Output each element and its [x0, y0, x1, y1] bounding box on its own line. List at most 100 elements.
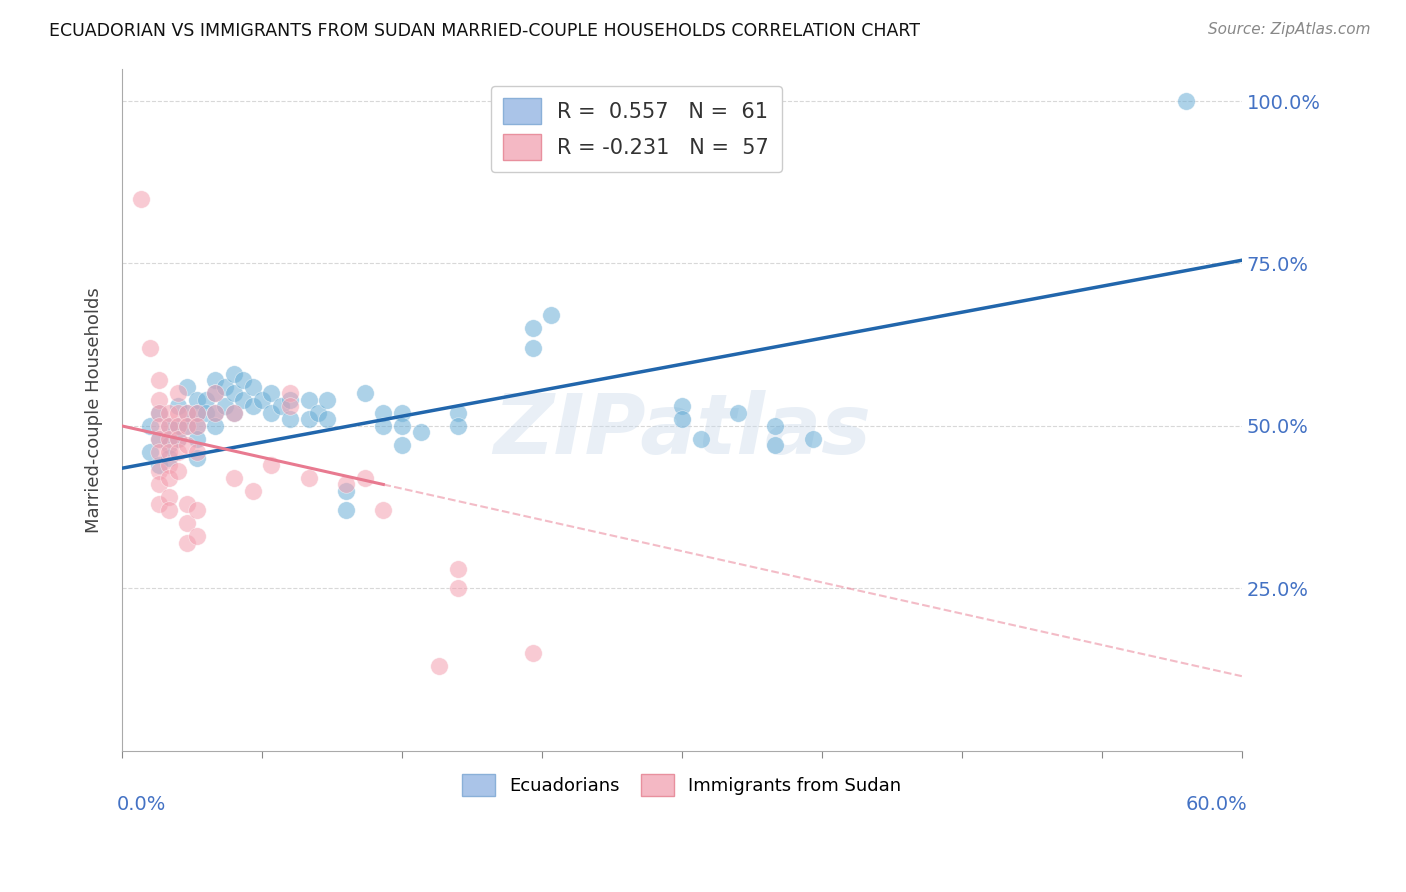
Point: [204, 386, 226, 401]
Point: [204, 374, 226, 388]
Point: [148, 406, 170, 420]
Point: [195, 406, 218, 420]
Point: [391, 438, 413, 452]
Point: [176, 419, 198, 434]
Point: [250, 392, 273, 407]
Point: [129, 192, 152, 206]
Point: [176, 516, 198, 531]
Point: [167, 400, 190, 414]
Point: [186, 392, 208, 407]
Point: [167, 445, 190, 459]
Point: [671, 412, 693, 426]
Point: [335, 477, 357, 491]
Point: [260, 386, 283, 401]
Point: [763, 438, 786, 452]
Point: [204, 406, 226, 420]
Point: [214, 400, 236, 414]
Point: [232, 392, 254, 407]
Point: [157, 406, 180, 420]
Point: [1174, 94, 1197, 108]
Point: [148, 477, 170, 491]
Point: [222, 406, 245, 420]
Point: [522, 321, 544, 335]
Point: [763, 419, 786, 434]
Point: [335, 483, 357, 498]
Point: [222, 406, 245, 420]
Point: [447, 582, 470, 596]
Point: [353, 386, 375, 401]
Point: [176, 536, 198, 550]
Point: [186, 406, 208, 420]
Point: [176, 406, 198, 420]
Point: [373, 406, 395, 420]
Point: [278, 412, 301, 426]
Point: [522, 647, 544, 661]
Y-axis label: Married-couple Households: Married-couple Households: [86, 287, 103, 533]
Point: [260, 458, 283, 472]
Point: [157, 471, 180, 485]
Point: [157, 438, 180, 452]
Point: [148, 458, 170, 472]
Point: [167, 419, 190, 434]
Text: Source: ZipAtlas.com: Source: ZipAtlas.com: [1208, 22, 1371, 37]
Point: [148, 465, 170, 479]
Point: [427, 659, 450, 673]
Point: [186, 503, 208, 517]
Point: [157, 419, 180, 434]
Point: [167, 432, 190, 446]
Point: [186, 406, 208, 420]
Text: ZIPatlas: ZIPatlas: [494, 390, 870, 471]
Legend: Ecuadorians, Immigrants from Sudan: Ecuadorians, Immigrants from Sudan: [456, 767, 908, 804]
Point: [176, 438, 198, 452]
Point: [373, 419, 395, 434]
Point: [195, 392, 218, 407]
Point: [316, 412, 339, 426]
Point: [204, 386, 226, 401]
Point: [278, 392, 301, 407]
Point: [186, 529, 208, 543]
Point: [148, 392, 170, 407]
Point: [298, 412, 321, 426]
Point: [447, 406, 470, 420]
Point: [298, 392, 321, 407]
Point: [139, 419, 162, 434]
Point: [157, 458, 180, 472]
Point: [214, 380, 236, 394]
Point: [176, 497, 198, 511]
Point: [139, 445, 162, 459]
Point: [260, 406, 283, 420]
Point: [157, 432, 180, 446]
Point: [409, 425, 432, 440]
Point: [148, 406, 170, 420]
Point: [270, 400, 292, 414]
Point: [204, 406, 226, 420]
Point: [727, 406, 749, 420]
Point: [157, 503, 180, 517]
Point: [278, 400, 301, 414]
Point: [242, 400, 264, 414]
Point: [186, 432, 208, 446]
Point: [167, 465, 190, 479]
Point: [447, 562, 470, 576]
Point: [335, 503, 357, 517]
Point: [167, 386, 190, 401]
Point: [176, 419, 198, 434]
Text: 0.0%: 0.0%: [117, 796, 166, 814]
Point: [148, 432, 170, 446]
Point: [222, 367, 245, 381]
Point: [316, 392, 339, 407]
Point: [689, 432, 711, 446]
Point: [167, 406, 190, 420]
Point: [671, 400, 693, 414]
Point: [242, 483, 264, 498]
Point: [176, 380, 198, 394]
Point: [139, 341, 162, 355]
Point: [167, 432, 190, 446]
Point: [353, 471, 375, 485]
Point: [391, 419, 413, 434]
Point: [186, 451, 208, 466]
Point: [157, 451, 180, 466]
Point: [307, 406, 329, 420]
Point: [204, 419, 226, 434]
Point: [148, 497, 170, 511]
